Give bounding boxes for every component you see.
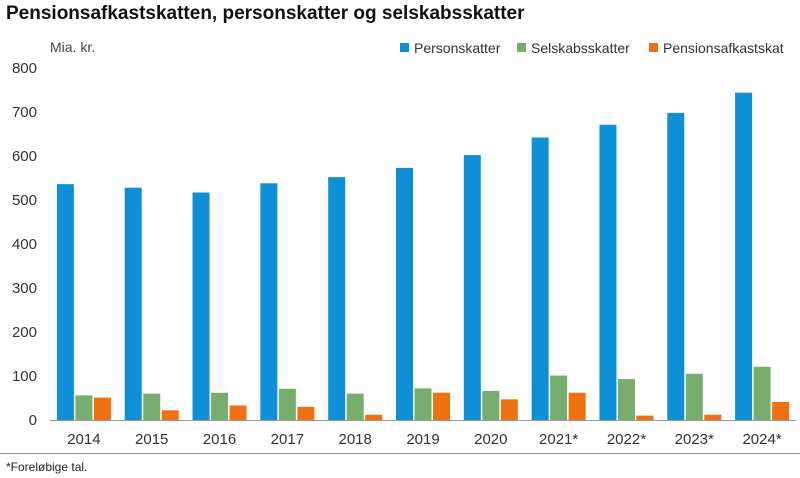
bar-selskabsskatter-2024: [753, 366, 771, 420]
y-axis-unit: Mia. kr.: [50, 39, 95, 55]
y-tick-label: 400: [12, 236, 37, 253]
y-tick-label: 500: [12, 192, 37, 209]
bar-personskatter-2020: [463, 155, 481, 420]
bar-selskabsskatter-2020: [482, 390, 500, 420]
y-tick-label: 200: [12, 324, 37, 341]
y-tick-label: 0: [29, 412, 37, 429]
x-tick-label: 2018: [338, 431, 371, 448]
bar-pensionsafkastskat-2019: [433, 392, 450, 420]
legend-swatch-personskatter: [400, 43, 409, 52]
x-tick-label: 2016: [203, 431, 236, 448]
bar-pensionsafkastskat-2024: [772, 401, 790, 420]
bar-personskatter-2016: [192, 192, 210, 420]
bar-pensionsafkastskat-2020: [500, 399, 518, 420]
y-tick-label: 300: [12, 280, 37, 297]
bar-personskatter-2018: [328, 177, 346, 420]
y-axis-ticks: 0 100 200 300 400 500 600 700 800: [12, 60, 37, 429]
bar-pensionsafkastskat-2023: [704, 414, 722, 420]
x-tick-label: 2015: [135, 431, 168, 448]
bar-pensionsafkastskat-2021: [568, 392, 586, 420]
bar-selskabsskatter-2017: [278, 388, 296, 420]
x-tick-label: 2014: [67, 431, 100, 448]
legend-swatch-selskabsskatter: [517, 43, 526, 52]
bar-personskatter-2022: [599, 124, 617, 420]
x-tick-label: 2017: [271, 431, 304, 448]
y-tick-label: 700: [12, 104, 37, 121]
x-tick-label: 2022*: [607, 431, 646, 448]
bar-personskatter-2015: [124, 187, 142, 420]
bar-personskatter-2017: [260, 183, 278, 420]
x-tick-label: 2023*: [675, 431, 714, 448]
bar-pensionsafkastskat-2018: [365, 414, 383, 420]
x-tick-label: 2020: [474, 431, 507, 448]
chart-title: Pensionsafkastskatten, personskatter og …: [6, 3, 525, 24]
bar-pensionsafkastskat-2016: [229, 405, 247, 420]
bar-pensionsafkastskat-2017: [297, 406, 315, 420]
bar-selskabsskatter-2015: [143, 393, 161, 420]
y-tick-label: 800: [12, 60, 37, 77]
bar-selskabsskatter-2018: [346, 393, 364, 420]
bars: [56, 92, 790, 420]
bar-personskatter-2023: [667, 112, 685, 420]
legend-label-pensionsafkastskat: Pensionsafkastskat: [663, 40, 784, 56]
bar-selskabsskatter-2016: [211, 392, 229, 420]
bar-pensionsafkastskat-2014: [93, 397, 111, 420]
legend-label-selskabsskatter: Selskabsskatter: [531, 40, 630, 56]
bar-pensionsafkastskat-2015: [161, 410, 179, 420]
legend-swatch-pensionsafkastskat: [649, 43, 658, 52]
x-tick-label: 2024*: [742, 431, 781, 448]
bar-personskatter-2019: [396, 167, 413, 420]
bar-selskabsskatter-2019: [414, 388, 432, 420]
legend-label-personskatter: Personskatter: [414, 40, 501, 56]
bar-personskatter-2021: [531, 137, 549, 420]
bar-personskatter-2014: [56, 184, 74, 420]
bar-pensionsafkastskat-2022: [636, 415, 654, 420]
y-tick-label: 100: [12, 368, 37, 385]
footnote: *Foreløbige tal.: [6, 460, 88, 474]
y-axis-unit-label: Mia. kr.: [50, 39, 95, 55]
x-axis-ticks: 2014 2015 2016 2017 2018 2019 2020 2021* 2022* 20…: [67, 431, 782, 448]
bar-selskabsskatter-2023: [685, 373, 703, 420]
legend: Personskatter Selskabsskatter Pensionsafka…: [400, 40, 784, 56]
bar-personskatter-2024: [735, 92, 753, 420]
x-tick-label: 2019: [406, 431, 439, 448]
bar-selskabsskatter-2022: [617, 379, 635, 420]
x-tick-label: 2021*: [539, 431, 578, 448]
bar-selskabsskatter-2021: [550, 375, 568, 420]
y-tick-label: 600: [12, 148, 37, 165]
bar-selskabsskatter-2014: [75, 395, 93, 420]
